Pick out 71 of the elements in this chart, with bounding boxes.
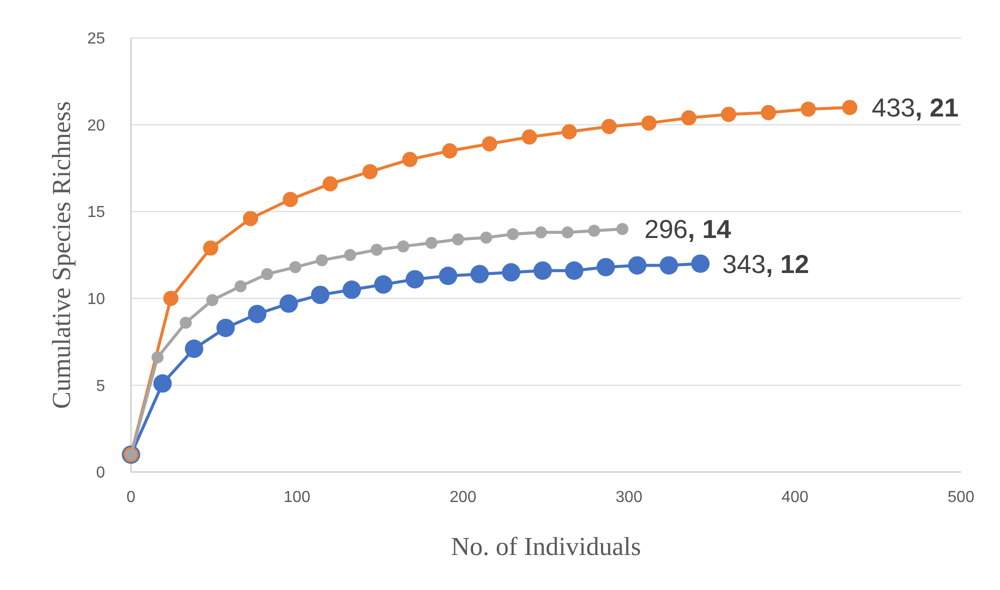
point [289, 261, 302, 274]
x-tick-label: 0 [126, 489, 136, 506]
point [601, 118, 617, 134]
point [442, 143, 458, 158]
point [596, 258, 615, 276]
point [438, 266, 458, 286]
point [152, 351, 164, 364]
point [425, 236, 438, 249]
x-tick-label: 300 [616, 489, 642, 506]
annotation: 296, 14 [644, 214, 732, 244]
point [248, 304, 266, 324]
x-tick-label: 500 [948, 489, 974, 506]
point [535, 226, 548, 238]
annotation: 343, 12 [722, 248, 810, 279]
point [342, 280, 361, 299]
point [470, 264, 489, 284]
point [311, 286, 330, 304]
y-tick-label: 25 [87, 30, 106, 48]
point [588, 224, 600, 237]
point [216, 318, 235, 338]
point [480, 232, 492, 244]
point [282, 192, 298, 208]
point [628, 256, 646, 275]
point [402, 152, 418, 168]
point [344, 249, 356, 261]
point [681, 110, 696, 126]
point [691, 254, 710, 273]
point [163, 290, 178, 306]
point [562, 124, 577, 140]
y-tick-label: 20 [87, 117, 106, 134]
x-tick-label: 200 [450, 489, 476, 506]
point [565, 261, 584, 280]
point [482, 136, 498, 152]
point [242, 210, 258, 226]
y-tick-label: 15 [87, 204, 106, 222]
point [180, 316, 192, 329]
point [374, 275, 393, 294]
point [280, 294, 298, 313]
y-tick-label: 10 [87, 291, 106, 308]
point [203, 240, 218, 256]
point [660, 256, 678, 275]
point [562, 226, 574, 238]
point [362, 164, 378, 180]
x-tick-label: 100 [284, 489, 310, 506]
point [153, 374, 172, 393]
point [641, 115, 657, 131]
point [721, 106, 736, 122]
y-tick-label: 5 [96, 378, 106, 395]
point [760, 105, 776, 120]
y-tick-label: 0 [96, 464, 106, 482]
point [842, 100, 858, 116]
point [370, 244, 383, 256]
annotation: 433, 21 [872, 92, 959, 123]
point [502, 263, 520, 282]
point [397, 240, 410, 252]
point [452, 233, 464, 246]
point [261, 268, 274, 280]
point [184, 340, 204, 358]
point [206, 294, 218, 306]
point [322, 176, 338, 192]
x-tick-label: 400 [782, 489, 808, 506]
point [616, 222, 628, 235]
point [522, 129, 537, 145]
point [533, 261, 552, 280]
point [506, 228, 519, 240]
point [316, 254, 328, 266]
point [234, 280, 247, 292]
point [800, 102, 816, 117]
y-axis-title: Cumulative Species Richness [47, 101, 76, 409]
point [406, 270, 424, 289]
x-axis-title: No. of Individuals [451, 532, 641, 561]
